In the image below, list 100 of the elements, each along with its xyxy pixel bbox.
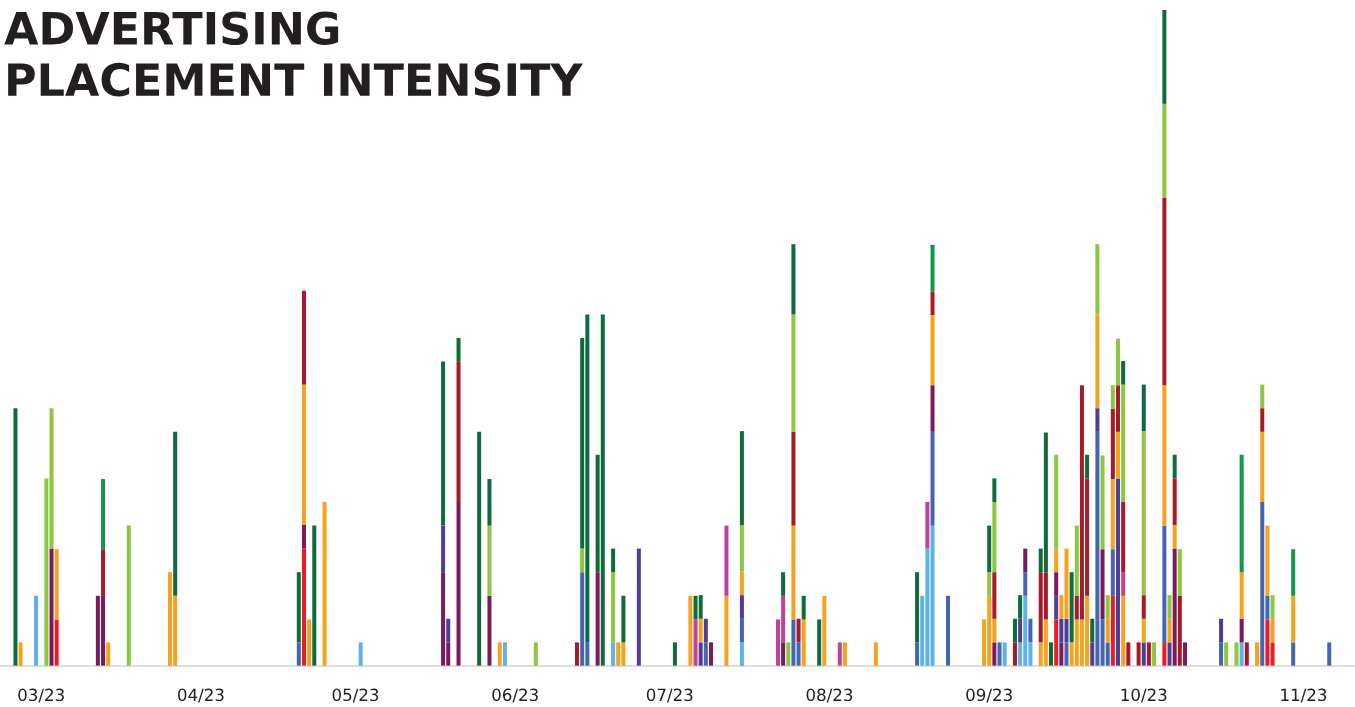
bar — [358, 642, 363, 666]
bar — [1239, 454, 1244, 573]
bar — [54, 549, 59, 620]
bar — [915, 642, 920, 666]
bar — [1260, 431, 1265, 502]
bar — [456, 338, 461, 362]
x-tick-label: 06/23 — [492, 688, 538, 703]
bar — [837, 642, 842, 666]
bar — [1270, 642, 1275, 666]
bar — [1121, 572, 1126, 596]
bar — [441, 572, 446, 666]
bar — [1043, 432, 1048, 573]
bar — [930, 431, 935, 526]
bar — [796, 618, 801, 643]
bar — [987, 525, 992, 573]
bar — [1028, 618, 1033, 643]
x-tick-label: 03/23 — [18, 688, 64, 703]
bar — [739, 618, 744, 643]
bar — [301, 524, 306, 549]
bar — [1054, 619, 1059, 666]
bar — [1239, 642, 1244, 666]
bar — [1162, 10, 1167, 104]
bar — [1121, 502, 1126, 573]
bar — [1043, 619, 1048, 666]
bar — [1100, 549, 1105, 620]
bar — [101, 549, 106, 596]
x-tick-label: 04/23 — [178, 688, 224, 703]
bar — [698, 642, 703, 666]
bar — [693, 619, 698, 666]
bar — [1023, 572, 1028, 596]
bar — [698, 595, 703, 619]
bar — [1136, 642, 1141, 666]
bar — [1110, 549, 1115, 596]
bar — [575, 642, 580, 666]
bar — [1172, 548, 1177, 666]
bar — [168, 572, 173, 666]
bar — [1141, 618, 1146, 643]
bar — [1182, 642, 1187, 666]
bar — [322, 502, 327, 666]
bar — [1172, 478, 1177, 525]
bar — [616, 642, 621, 666]
bar — [1219, 642, 1224, 666]
bar — [791, 525, 796, 620]
bar — [1054, 572, 1059, 596]
bar — [1121, 384, 1126, 502]
bar — [1095, 408, 1100, 432]
bar — [703, 618, 708, 643]
bar — [1115, 478, 1121, 666]
bar — [101, 479, 106, 550]
x-tick-label: 07/23 — [646, 688, 693, 703]
bar — [1291, 595, 1296, 643]
bar — [1260, 408, 1265, 432]
bar — [1239, 618, 1244, 643]
bar — [49, 548, 54, 666]
bar — [441, 525, 446, 573]
bar — [708, 642, 713, 666]
bar — [1054, 595, 1059, 620]
bar — [1018, 618, 1023, 643]
bar — [106, 642, 111, 666]
bar — [1121, 595, 1126, 666]
bar — [1291, 642, 1296, 666]
bar — [791, 314, 796, 432]
bar — [1095, 431, 1100, 666]
bar — [34, 595, 39, 666]
bar — [992, 502, 997, 573]
bar — [1327, 642, 1332, 666]
bar — [703, 642, 708, 666]
bar — [1141, 595, 1146, 619]
bar — [1023, 548, 1028, 573]
bar — [1064, 642, 1069, 666]
bar — [1167, 618, 1172, 643]
bar — [301, 290, 306, 385]
bar — [580, 572, 585, 666]
bar — [1260, 384, 1265, 409]
bar — [1059, 642, 1064, 666]
bar — [54, 619, 59, 666]
bar — [992, 642, 997, 666]
bar — [595, 572, 600, 666]
bar — [801, 619, 806, 666]
bar — [487, 595, 492, 666]
bar — [446, 618, 451, 643]
bar — [796, 642, 801, 666]
bar — [296, 642, 301, 666]
bar — [791, 431, 796, 526]
bar — [1059, 618, 1064, 643]
bar — [611, 548, 616, 573]
bar — [1090, 642, 1095, 666]
bar — [1018, 595, 1023, 619]
bar — [456, 502, 461, 666]
bar — [791, 619, 796, 666]
bar — [925, 502, 930, 549]
x-tick-label: 11/23 — [1281, 688, 1327, 703]
bar — [1167, 642, 1172, 666]
bar — [781, 642, 786, 666]
bar — [1105, 618, 1110, 643]
bar — [930, 525, 935, 666]
bar — [497, 642, 502, 666]
bar — [1002, 642, 1007, 666]
bar — [1244, 642, 1249, 666]
bar — [739, 595, 744, 619]
